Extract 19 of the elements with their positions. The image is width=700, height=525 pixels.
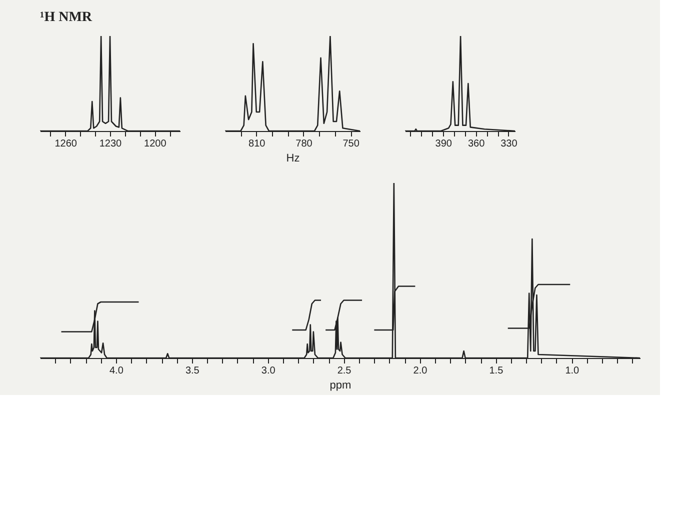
x-axis-title: ppm bbox=[330, 380, 352, 392]
x-tick-label: 390 bbox=[435, 138, 452, 150]
x-tick-label: 810 bbox=[248, 138, 266, 150]
x-tick-label: 360 bbox=[468, 138, 486, 150]
x-tick-label: 330 bbox=[500, 138, 518, 150]
x-axis-title: Hz bbox=[286, 152, 300, 164]
x-tick-label: 780 bbox=[296, 138, 313, 150]
x-tick-label: 2.0 bbox=[413, 366, 428, 376]
x-tick-label: 1.0 bbox=[565, 366, 580, 376]
x-tick-label: 3.0 bbox=[261, 366, 276, 376]
x-tick-label: 4.0 bbox=[109, 366, 124, 376]
chart-title: ¹H NMR bbox=[40, 10, 93, 25]
x-tick-label: 1260 bbox=[54, 138, 78, 150]
x-tick-label: 1.5 bbox=[489, 366, 504, 376]
x-tick-label: 3.5 bbox=[185, 366, 200, 376]
x-tick-label: 1230 bbox=[99, 138, 122, 150]
x-tick-label: 750 bbox=[342, 138, 360, 150]
x-tick-label: 2.5 bbox=[337, 366, 352, 376]
x-tick-label: 1200 bbox=[144, 138, 167, 150]
